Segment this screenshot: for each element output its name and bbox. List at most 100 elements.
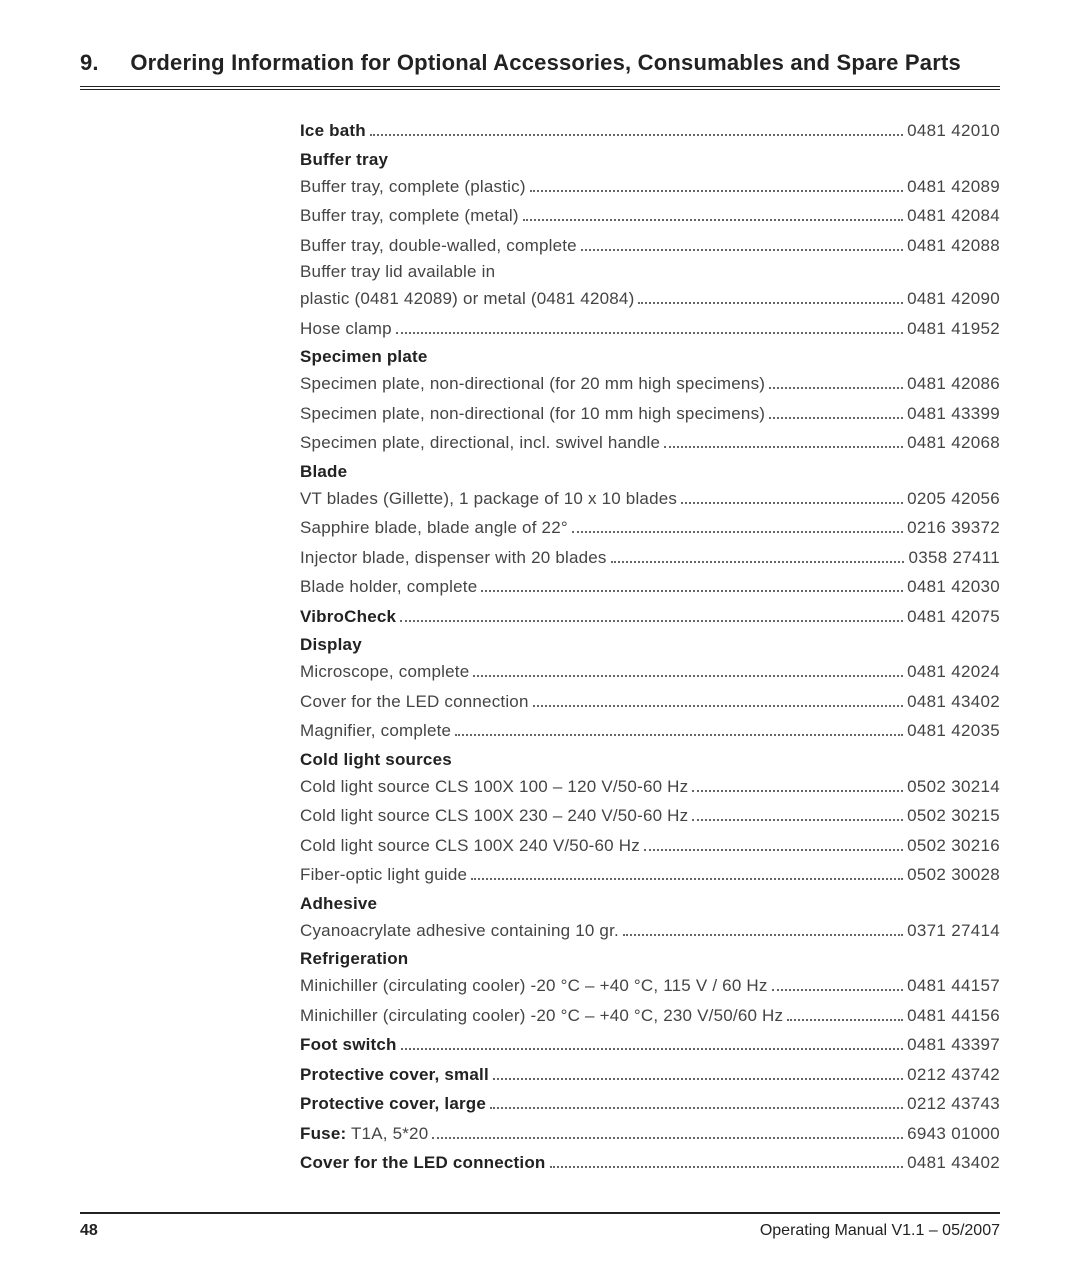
order-code: 0481 42010 xyxy=(907,118,1000,144)
order-code: 0481 42089 xyxy=(907,174,1000,200)
item-label: Specimen plate, directional, incl. swive… xyxy=(300,430,660,456)
order-code: 0481 42084 xyxy=(907,203,1000,229)
catalog-row: Injector blade, dispenser with 20 blades… xyxy=(300,545,1000,571)
catalog-row: Foot switch 0481 43397 xyxy=(300,1032,1000,1058)
leader-dots xyxy=(401,1035,904,1050)
item-label: Protective cover, small xyxy=(300,1062,489,1088)
leader-dots xyxy=(471,865,903,880)
item-label: Magnifier, complete xyxy=(300,718,451,744)
page-number: 48 xyxy=(80,1222,98,1240)
catalog-row: Microscope, complete0481 42024 xyxy=(300,659,1000,685)
item-label-prefix: Fuse: xyxy=(300,1124,346,1143)
leader-dots xyxy=(644,835,903,850)
leader-dots xyxy=(664,433,903,448)
catalog-row: Buffer tray, complete (plastic) 0481 4208… xyxy=(300,174,1000,200)
item-label: VibroCheck xyxy=(300,604,396,630)
catalog-row: Cold light source CLS 100X 230 – 240 V/5… xyxy=(300,803,1000,829)
item-label: VT blades (Gillette), 1 package of 10 x … xyxy=(300,486,677,512)
catalog-row: Magnifier, complete 0481 42035 xyxy=(300,718,1000,744)
catalog-row: Specimen plate, non-directional (for 20 … xyxy=(300,371,1000,397)
item-label: plastic (0481 42089) or metal (0481 4208… xyxy=(300,286,634,312)
leader-dots xyxy=(692,776,903,791)
leader-dots xyxy=(611,547,905,562)
section-header: 9. Ordering Information for Optional Acc… xyxy=(80,50,1000,90)
leader-dots xyxy=(481,577,903,592)
item-label: Fiber-optic light guide xyxy=(300,862,467,888)
item-label: Cyanoacrylate adhesive containing 10 gr. xyxy=(300,918,619,944)
catalog-row: Protective cover, large0212 43743 xyxy=(300,1091,1000,1117)
item-label: Specimen plate, non-directional (for 20 … xyxy=(300,371,765,397)
item-label: Injector blade, dispenser with 20 blades xyxy=(300,545,607,571)
order-code: 0216 39372 xyxy=(907,515,1000,541)
category-heading: Buffer tray xyxy=(300,150,1000,170)
catalog-row: Cover for the LED connection0481 43402 xyxy=(300,1150,1000,1176)
leader-dots xyxy=(455,721,903,736)
catalog-row: Minichiller (circulating cooler) -20 °C … xyxy=(300,1003,1000,1029)
section-title: Ordering Information for Optional Access… xyxy=(130,50,961,75)
leader-dots xyxy=(473,662,903,677)
order-code: 0481 42075 xyxy=(907,604,1000,630)
order-code: 0212 43742 xyxy=(907,1062,1000,1088)
section-number: 9. xyxy=(80,50,99,75)
page: 9. Ordering Information for Optional Acc… xyxy=(0,0,1080,1280)
order-code: 0481 42030 xyxy=(907,574,1000,600)
item-label: Cold light source CLS 100X 240 V/50-60 H… xyxy=(300,833,640,859)
catalog-row: plastic (0481 42089) or metal (0481 4208… xyxy=(300,286,1000,312)
catalog-row: Hose clamp0481 41952 xyxy=(300,316,1000,342)
leader-dots xyxy=(400,606,903,621)
catalog-row: VibroCheck 0481 42075 xyxy=(300,604,1000,630)
category-heading: Display xyxy=(300,635,1000,655)
leader-dots xyxy=(572,518,903,533)
item-label: Fuse: T1A, 5*20 xyxy=(300,1121,428,1147)
item-label: Minichiller (circulating cooler) -20 °C … xyxy=(300,973,768,999)
item-label: Blade holder, complete xyxy=(300,574,477,600)
leader-dots xyxy=(772,976,904,991)
catalog-row: Ice bath 0481 42010 xyxy=(300,118,1000,144)
order-code: 0371 27414 xyxy=(907,918,1000,944)
item-label: Cold light source CLS 100X 230 – 240 V/5… xyxy=(300,803,688,829)
leader-dots xyxy=(523,206,903,221)
order-code: 0481 42090 xyxy=(907,286,1000,312)
leader-dots xyxy=(550,1153,904,1168)
leader-dots xyxy=(493,1064,903,1079)
catalog-row: Protective cover, small 0212 43742 xyxy=(300,1062,1000,1088)
catalog-row: Cover for the LED connection0481 43402 xyxy=(300,689,1000,715)
catalog-row: Buffer tray, complete (metal)0481 42084 xyxy=(300,203,1000,229)
order-code: 0481 41952 xyxy=(907,316,1000,342)
item-label: Specimen plate, non-directional (for 10 … xyxy=(300,401,765,427)
item-label: Buffer tray, complete (plastic) xyxy=(300,174,526,200)
order-code: 0358 27411 xyxy=(908,545,1000,571)
catalog-row: Cold light source CLS 100X 100 – 120 V/5… xyxy=(300,774,1000,800)
order-code: 0502 30216 xyxy=(907,833,1000,859)
order-code: 0481 42035 xyxy=(907,718,1000,744)
catalog-row: VT blades (Gillette), 1 package of 10 x … xyxy=(300,486,1000,512)
catalog-row: Minichiller (circulating cooler) -20 °C … xyxy=(300,973,1000,999)
leader-dots xyxy=(769,374,903,389)
order-code: 0481 44157 xyxy=(907,973,1000,999)
leader-dots xyxy=(530,176,903,191)
leader-dots xyxy=(681,488,903,503)
item-label: Sapphire blade, blade angle of 22° xyxy=(300,515,568,541)
item-label: Cover for the LED connection xyxy=(300,1150,546,1176)
order-code: 0481 42024 xyxy=(907,659,1000,685)
leader-dots xyxy=(396,318,903,333)
order-code: 0481 42068 xyxy=(907,430,1000,456)
order-code: 0481 43399 xyxy=(907,401,1000,427)
leader-dots xyxy=(533,691,904,706)
leader-dots xyxy=(370,121,903,136)
catalog-row: Cyanoacrylate adhesive containing 10 gr.… xyxy=(300,918,1000,944)
leader-dots xyxy=(432,1123,903,1138)
item-label: Foot switch xyxy=(300,1032,397,1058)
page-footer: 48 Operating Manual V1.1 – 05/2007 xyxy=(80,1212,1000,1240)
leader-dots xyxy=(638,289,903,304)
category-heading: Cold light sources xyxy=(300,750,1000,770)
order-code: 0481 42088 xyxy=(907,233,1000,259)
order-code: 0481 43397 xyxy=(907,1032,1000,1058)
order-code: 0502 30028 xyxy=(907,862,1000,888)
catalog-row: Buffer tray, double-walled, complete0481… xyxy=(300,233,1000,259)
order-code: 0205 42056 xyxy=(907,486,1000,512)
item-label: Ice bath xyxy=(300,118,366,144)
footer-manual-version: Operating Manual V1.1 – 05/2007 xyxy=(760,1222,1000,1240)
order-code: 6943 01000 xyxy=(907,1121,1000,1147)
order-code: 0481 42086 xyxy=(907,371,1000,397)
